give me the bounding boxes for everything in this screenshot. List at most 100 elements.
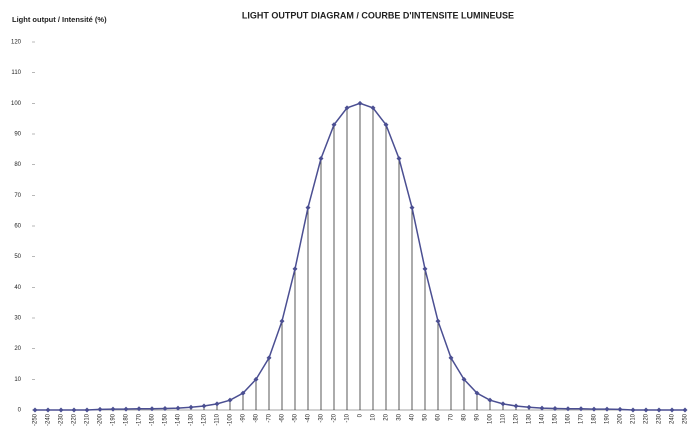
marker xyxy=(45,407,51,413)
marker xyxy=(279,318,285,324)
marker xyxy=(383,122,389,128)
y-tick-label: 110 xyxy=(11,70,21,76)
x-tick-label: -210 xyxy=(85,413,91,426)
x-tick-label: 120 xyxy=(514,413,520,424)
y-tick-label: 120 xyxy=(11,40,22,46)
x-tick-label: 250 xyxy=(683,413,689,424)
marker xyxy=(422,266,428,272)
x-tick-label: -160 xyxy=(150,413,156,426)
marker xyxy=(344,105,350,111)
x-tick-label: -250 xyxy=(33,413,39,426)
x-tick-label: -110 xyxy=(215,413,221,425)
marker xyxy=(188,404,194,410)
marker xyxy=(305,205,311,211)
marker xyxy=(461,376,467,382)
marker xyxy=(84,407,90,413)
x-tick-label: 170 xyxy=(579,413,585,424)
x-tick-label: 30 xyxy=(397,413,403,420)
x-tick-label: 150 xyxy=(553,413,559,424)
x-tick-label: -200 xyxy=(98,413,104,426)
marker xyxy=(669,407,675,413)
x-tick-label: 220 xyxy=(644,413,650,424)
marker xyxy=(97,406,103,412)
x-tick-label: -80 xyxy=(254,413,260,422)
marker xyxy=(123,406,129,412)
marker xyxy=(617,406,623,412)
y-tick-label: 20 xyxy=(14,346,21,352)
x-tick-label: -150 xyxy=(163,413,169,426)
x-tick-label: -40 xyxy=(306,413,312,422)
x-tick-label: 160 xyxy=(566,413,572,424)
y-tick-label: 70 xyxy=(14,193,21,199)
marker xyxy=(656,407,662,413)
marker xyxy=(513,403,519,409)
x-tick-label: -10 xyxy=(345,413,351,422)
marker xyxy=(630,407,636,413)
x-tick-label: 200 xyxy=(618,413,624,424)
marker xyxy=(370,105,376,111)
marker xyxy=(32,407,38,413)
x-tick-label: 100 xyxy=(488,413,494,424)
marker xyxy=(110,406,116,412)
x-tick-label: -130 xyxy=(189,413,195,426)
x-tick-label: -30 xyxy=(319,413,325,422)
x-tick-label: 90 xyxy=(475,413,481,420)
marker xyxy=(266,355,272,361)
y-tick-label: 40 xyxy=(14,285,21,291)
x-tick-label: -190 xyxy=(111,413,117,426)
marker xyxy=(565,406,571,412)
y-tick-label: 10 xyxy=(14,377,21,383)
x-tick-label: -120 xyxy=(202,413,208,426)
chart-title: LIGHT OUTPUT DIAGRAM / COURBE D'INTENSIT… xyxy=(242,10,514,20)
x-tick-label: 10 xyxy=(371,413,377,420)
marker xyxy=(162,405,168,411)
marker xyxy=(175,405,181,411)
marker xyxy=(253,376,259,382)
x-tick-label: -20 xyxy=(332,413,338,422)
marker xyxy=(578,406,584,412)
marker xyxy=(448,355,454,361)
x-tick-label: -220 xyxy=(72,413,78,426)
x-tick-label: 180 xyxy=(592,413,598,424)
x-tick-label: 130 xyxy=(527,413,533,424)
x-tick-label: 40 xyxy=(410,413,416,420)
marker xyxy=(643,407,649,413)
y-tick-label: 0 xyxy=(18,408,22,414)
x-tick-label: 60 xyxy=(436,413,442,420)
marker xyxy=(396,156,402,162)
x-tick-label: 140 xyxy=(540,413,546,424)
x-tick-label: 20 xyxy=(384,413,390,420)
x-tick-label: 230 xyxy=(657,413,663,424)
x-tick-label: -50 xyxy=(293,413,299,422)
marker xyxy=(682,407,688,413)
x-tick-label: 240 xyxy=(670,413,676,424)
marker xyxy=(409,205,415,211)
marker xyxy=(604,406,610,412)
y-axis-label: Light output / Intensité (%) xyxy=(12,15,107,24)
marker xyxy=(474,390,480,396)
x-tick-label: -60 xyxy=(280,413,286,422)
marker xyxy=(526,404,532,410)
marker xyxy=(227,397,233,403)
marker xyxy=(331,122,337,128)
x-tick-label: -180 xyxy=(124,413,130,426)
x-tick-label: 190 xyxy=(605,413,611,424)
marker xyxy=(318,156,324,162)
marker xyxy=(214,401,220,407)
x-tick-label: -240 xyxy=(46,413,52,426)
x-tick-label: -140 xyxy=(176,413,182,426)
marker xyxy=(201,403,207,409)
marker xyxy=(292,266,298,272)
x-tick-label: 210 xyxy=(631,413,637,424)
x-tick-label: 50 xyxy=(423,413,429,420)
x-tick-label: -230 xyxy=(59,413,65,426)
y-tick-label: 50 xyxy=(14,254,21,260)
y-tick-label: 90 xyxy=(14,132,21,138)
y-tick-label: 100 xyxy=(11,101,22,107)
x-tick-label: 0 xyxy=(358,413,364,417)
x-tick-label: -70 xyxy=(267,413,273,422)
marker xyxy=(71,407,77,413)
marker xyxy=(435,318,441,324)
y-tick-label: 30 xyxy=(14,316,21,322)
